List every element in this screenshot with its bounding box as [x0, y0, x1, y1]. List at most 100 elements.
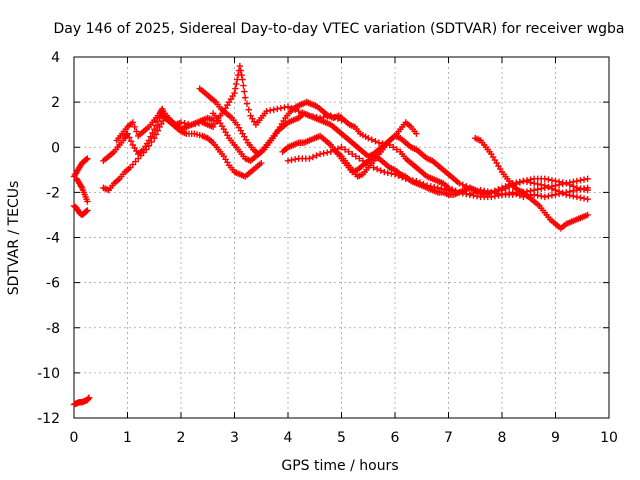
x-tick-label: 6	[391, 430, 400, 446]
data-point	[291, 156, 299, 163]
data-point	[154, 118, 162, 125]
series-l	[472, 135, 591, 232]
data-point	[548, 192, 556, 199]
y-tick-label: -10	[37, 366, 60, 382]
data-point	[239, 76, 246, 83]
y-tick-label: 0	[51, 140, 60, 156]
chart-title: Day 146 of 2025, Sidereal Day-to-day VTE…	[53, 21, 624, 37]
data-point	[233, 80, 240, 88]
y-tick-label: -8	[46, 321, 60, 337]
data-point	[352, 153, 359, 160]
data-point	[145, 137, 153, 144]
data-point	[284, 157, 292, 164]
data-point	[527, 176, 534, 183]
data-point	[559, 179, 566, 186]
data-point	[192, 120, 199, 128]
data-point	[129, 119, 137, 126]
data-point	[580, 195, 588, 202]
data-point	[373, 165, 381, 173]
data-point	[209, 116, 217, 124]
data-point	[263, 107, 270, 115]
data-point	[459, 181, 466, 189]
data-point	[548, 177, 556, 184]
data-point	[555, 188, 563, 195]
data-point	[151, 135, 158, 142]
data-point	[237, 67, 244, 74]
data-point	[316, 150, 324, 158]
data-point	[491, 187, 499, 195]
data-point	[188, 121, 195, 128]
data-point	[245, 106, 252, 113]
data-point	[152, 122, 160, 129]
data-point	[384, 169, 392, 177]
data-point	[470, 192, 477, 199]
y-tick-label: -4	[46, 231, 60, 247]
data-point	[534, 192, 541, 199]
data-point	[341, 146, 349, 153]
x-tick-label: 7	[444, 430, 453, 446]
data-point	[133, 128, 140, 135]
data-point	[238, 71, 245, 79]
data-point	[195, 119, 203, 127]
data-point	[372, 138, 379, 145]
data-point	[548, 183, 556, 190]
data-point	[368, 136, 376, 143]
data-point	[184, 120, 192, 128]
data-point	[154, 127, 162, 134]
data-point	[258, 159, 265, 167]
data-point	[523, 177, 531, 184]
data-point	[488, 189, 495, 196]
data-point	[413, 130, 420, 137]
data-point	[377, 167, 384, 174]
data-point	[577, 194, 584, 201]
x-tick-label: 4	[284, 430, 293, 446]
data-point	[147, 133, 154, 140]
data-point	[149, 129, 156, 137]
data-point	[393, 146, 400, 153]
data-point	[520, 177, 527, 185]
data-point	[83, 156, 90, 163]
data-point	[577, 177, 584, 184]
data-point	[124, 130, 131, 137]
series-m	[332, 119, 420, 180]
axis-ticks	[73, 56, 610, 419]
data-point	[84, 155, 91, 162]
data-point	[573, 177, 581, 185]
data-point	[281, 104, 288, 111]
x-tick-label: 2	[177, 430, 186, 446]
data-point	[580, 176, 588, 183]
y-tick-label: -2	[46, 185, 60, 201]
series-b	[70, 202, 91, 219]
data-point	[498, 184, 506, 192]
data-point	[534, 186, 541, 193]
data-point	[563, 180, 570, 187]
data-point	[570, 183, 577, 190]
data-point	[584, 186, 591, 194]
data-point	[390, 144, 397, 151]
x-tick-label: 10	[600, 430, 618, 446]
data-point	[126, 134, 133, 141]
data-point	[573, 193, 581, 201]
data-point	[584, 175, 591, 183]
data-point	[295, 107, 302, 115]
x-axis-label: GPS time / hours	[281, 458, 398, 474]
data-point	[584, 195, 591, 203]
data-point	[555, 178, 563, 186]
data-point	[306, 155, 313, 162]
data-point	[570, 192, 577, 200]
x-tick-label: 9	[551, 430, 560, 446]
data-point	[545, 176, 552, 183]
data-point	[456, 180, 463, 187]
series-d	[70, 394, 93, 408]
data-point	[345, 148, 352, 155]
data-point	[284, 103, 292, 110]
data-point	[545, 183, 552, 191]
data-point	[181, 119, 188, 127]
data-point	[243, 100, 251, 107]
data-point	[502, 183, 509, 190]
data-points	[70, 62, 591, 408]
data-point	[563, 191, 570, 198]
data-point	[338, 144, 345, 151]
data-point	[288, 156, 295, 164]
